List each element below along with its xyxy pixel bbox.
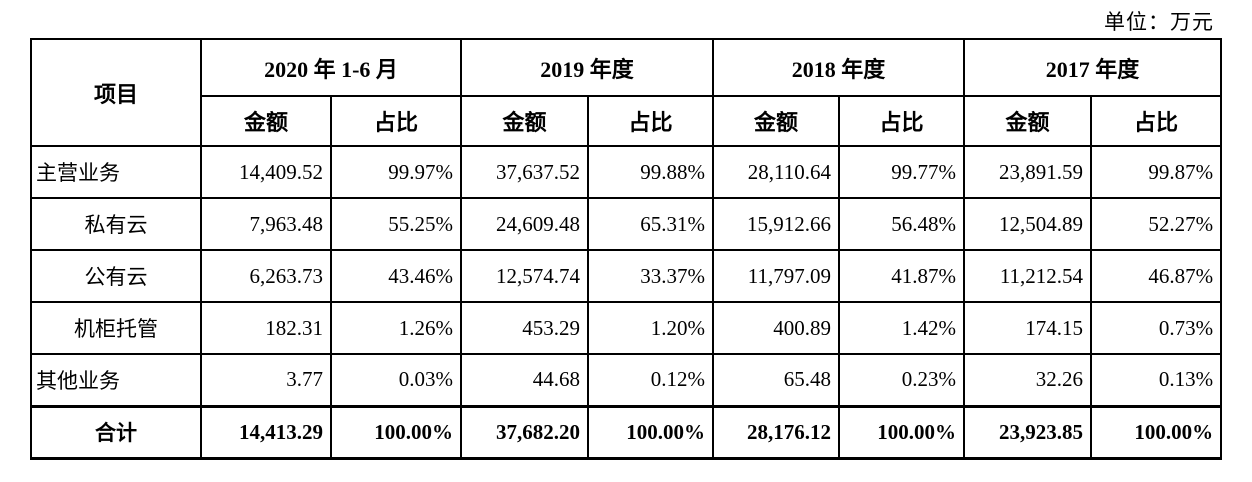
amount-cell: 37,682.20 xyxy=(460,404,590,460)
col-header-item: 项目 xyxy=(30,38,202,147)
amount-cell: 11,797.09 xyxy=(712,249,841,303)
ratio-cell: 99.88% xyxy=(587,145,715,199)
amount-cell: 182.31 xyxy=(200,301,332,355)
ratio-cell: 99.97% xyxy=(329,145,463,199)
ratio-cell: 52.27% xyxy=(1090,197,1223,251)
col-header-period-2018: 2018 年度 xyxy=(712,38,966,97)
ratio-cell: 0.73% xyxy=(1090,301,1223,355)
amount-cell: 7,963.48 xyxy=(200,197,332,251)
ratio-cell: 100.00% xyxy=(329,404,463,460)
amount-cell: 23,891.59 xyxy=(963,145,1093,199)
col-header-period-2017: 2017 年度 xyxy=(963,38,1223,97)
header-row-periods: 项目 2020 年 1-6 月 2019 年度 2018 年度 2017 年度 xyxy=(30,38,1223,147)
table-row-public-cloud: 公有云 6,263.73 43.46% 12,574.74 33.37% 11,… xyxy=(30,249,1223,303)
amount-cell: 12,574.74 xyxy=(460,249,590,303)
row-label: 其他业务 xyxy=(30,353,202,407)
amount-cell: 453.29 xyxy=(460,301,590,355)
table-row-total: 合计 14,413.29 100.00% 37,682.20 100.00% 2… xyxy=(30,404,1223,460)
ratio-cell: 100.00% xyxy=(1090,404,1223,460)
amount-cell: 28,110.64 xyxy=(712,145,841,199)
row-label: 公有云 xyxy=(30,249,202,303)
amount-cell: 24,609.48 xyxy=(460,197,590,251)
col-header-amount-2018: 金额 xyxy=(712,95,841,147)
col-header-amount-2020h1: 金额 xyxy=(200,95,332,147)
col-header-period-2019: 2019 年度 xyxy=(460,38,715,97)
ratio-cell: 55.25% xyxy=(329,197,463,251)
col-header-ratio-2017: 占比 xyxy=(1090,95,1223,147)
amount-cell: 37,637.52 xyxy=(460,145,590,199)
row-label: 主营业务 xyxy=(30,145,202,199)
amount-cell: 6,263.73 xyxy=(200,249,332,303)
amount-cell: 23,923.85 xyxy=(963,404,1093,460)
amount-cell: 11,212.54 xyxy=(963,249,1093,303)
table-row-other-business: 其他业务 3.77 0.03% 44.68 0.12% 65.48 0.23% … xyxy=(30,353,1223,407)
col-header-ratio-2020h1: 占比 xyxy=(329,95,463,147)
amount-cell: 400.89 xyxy=(712,301,841,355)
amount-cell: 32.26 xyxy=(963,353,1093,407)
col-header-ratio-2019: 占比 xyxy=(587,95,715,147)
ratio-cell: 41.87% xyxy=(838,249,966,303)
amount-cell: 65.48 xyxy=(712,353,841,407)
col-header-amount-2017: 金额 xyxy=(963,95,1093,147)
ratio-cell: 1.20% xyxy=(587,301,715,355)
amount-cell: 14,409.52 xyxy=(200,145,332,199)
table-row-private-cloud: 私有云 7,963.48 55.25% 24,609.48 65.31% 15,… xyxy=(30,197,1223,251)
ratio-cell: 65.31% xyxy=(587,197,715,251)
row-label: 机柜托管 xyxy=(30,301,202,355)
unit-label: 单位：万元 xyxy=(1104,10,1214,34)
header-row-measures: 金额 占比 金额 占比 金额 占比 金额 占比 xyxy=(31,95,1223,147)
ratio-cell: 1.26% xyxy=(329,301,463,355)
ratio-cell: 100.00% xyxy=(587,404,715,460)
ratio-cell: 99.77% xyxy=(838,145,966,199)
amount-cell: 174.15 xyxy=(963,301,1093,355)
amount-cell: 44.68 xyxy=(460,353,590,407)
ratio-cell: 0.12% xyxy=(587,353,715,407)
amount-cell: 28,176.12 xyxy=(712,404,841,460)
col-header-ratio-2018: 占比 xyxy=(838,95,966,147)
row-label: 合计 xyxy=(30,404,202,460)
table-row-main-business: 主营业务 14,409.52 99.97% 37,637.52 99.88% 2… xyxy=(30,145,1223,199)
revenue-composition-table: 项目 2020 年 1-6 月 2019 年度 2018 年度 2017 年度 … xyxy=(30,38,1223,460)
ratio-cell: 1.42% xyxy=(838,301,966,355)
amount-cell: 14,413.29 xyxy=(200,404,332,460)
ratio-cell: 100.00% xyxy=(838,404,966,460)
ratio-cell: 43.46% xyxy=(329,249,463,303)
col-header-amount-2019: 金额 xyxy=(460,95,590,147)
amount-cell: 12,504.89 xyxy=(963,197,1093,251)
ratio-cell: 0.23% xyxy=(838,353,966,407)
row-label: 私有云 xyxy=(30,197,202,251)
amount-cell: 15,912.66 xyxy=(712,197,841,251)
col-header-period-2020h1: 2020 年 1-6 月 xyxy=(199,38,463,97)
table-row-cabinet-hosting: 机柜托管 182.31 1.26% 453.29 1.20% 400.89 1.… xyxy=(30,301,1223,355)
ratio-cell: 33.37% xyxy=(587,249,715,303)
ratio-cell: 0.03% xyxy=(329,353,463,407)
ratio-cell: 46.87% xyxy=(1090,249,1223,303)
ratio-cell: 99.87% xyxy=(1090,145,1223,199)
ratio-cell: 0.13% xyxy=(1090,353,1223,407)
amount-cell: 3.77 xyxy=(200,353,332,407)
ratio-cell: 56.48% xyxy=(838,197,966,251)
